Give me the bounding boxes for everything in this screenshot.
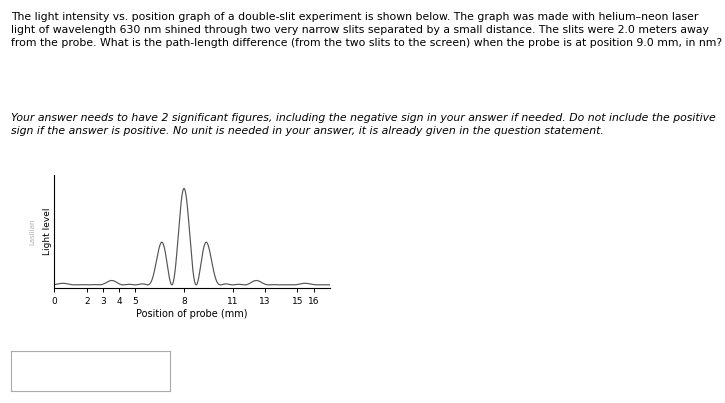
Text: Your answer needs to have 2 significant figures, including the negative sign in : Your answer needs to have 2 significant … bbox=[11, 113, 716, 136]
Y-axis label: Light level: Light level bbox=[43, 208, 51, 256]
Text: Lasilian: Lasilian bbox=[29, 218, 36, 245]
Text: The light intensity vs. position graph of a double-slit experiment is shown belo: The light intensity vs. position graph o… bbox=[11, 12, 722, 48]
X-axis label: Position of probe (mm): Position of probe (mm) bbox=[136, 309, 248, 319]
